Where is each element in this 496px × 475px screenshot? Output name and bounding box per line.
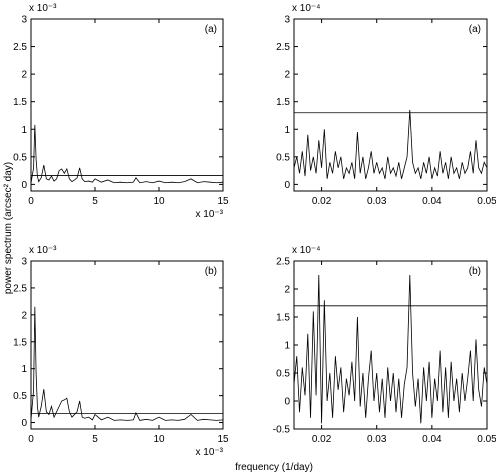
y-tick-label: 1.5: [13, 97, 27, 108]
y-tick-label: 1: [21, 125, 27, 136]
plot-frame: [30, 260, 224, 430]
y-tick-label: 2.5: [13, 42, 27, 53]
x-tick-label: 5: [92, 196, 98, 207]
y-tick-label: 2.5: [13, 283, 27, 294]
x-tick-label: 0.03: [367, 434, 387, 445]
spectrum-line: [294, 109, 487, 179]
y-tick-label: 1.5: [13, 337, 27, 348]
x-tick-label: 0.02: [312, 434, 332, 445]
y-tick-label: 0.5: [13, 391, 27, 402]
plot-frame: [30, 18, 224, 192]
y-tick-label: 1.5: [276, 97, 290, 108]
y-tick-label: 0.5: [13, 152, 27, 163]
panel-2: 0.02 0.03 0.04 0.05 0 0.5 1 1.5 2 2.5 3x 10⁻⁴ (a): [276, 3, 496, 207]
x-tick-label: 0: [28, 196, 34, 207]
y-exponent-label: x 10⁻⁴: [292, 245, 320, 256]
y-tick-label: 1: [284, 125, 290, 136]
y-tick-label: 2: [284, 70, 290, 81]
spectrum-line: [294, 274, 487, 424]
y-tick-label: 3: [284, 15, 290, 26]
panel-label: (a): [205, 24, 217, 35]
y-tick-label: 0: [21, 180, 27, 191]
y-tick-label: 0: [284, 397, 290, 408]
y-tick-label: 2.5: [276, 257, 290, 268]
y-tick-label: 3: [21, 15, 27, 26]
x-tick-label: 0: [28, 434, 34, 445]
y-tick-label: 2.5: [276, 42, 290, 53]
y-tick-label: 2: [21, 310, 27, 321]
y-axis-title: power spectrum (arcsec² day): [3, 162, 14, 294]
y-tick-label: 3: [21, 257, 27, 268]
panel-label: (b): [205, 266, 217, 277]
x-tick-label: 0.05: [477, 196, 496, 207]
spectrum-line: [31, 306, 223, 421]
y-tick-label: 0: [21, 418, 27, 429]
x-tick-label: 10: [153, 434, 165, 445]
x-tick-label: 0.03: [367, 196, 387, 207]
panel-4: 0.02 0.03 0.04 0.05 -0.5 0 0.5 1 1.5 2 2.5x 10⁻⁴ (b…: [273, 245, 496, 445]
y-exponent-label: x 10⁻⁴: [292, 3, 320, 14]
y-tick-label: 1.5: [276, 313, 290, 324]
spectrum-line: [31, 124, 223, 184]
plot-frame: [293, 18, 488, 192]
panel-label: (b): [469, 266, 481, 277]
y-exponent-label: x 10⁻³: [29, 3, 57, 14]
y-tick-label: 2: [21, 70, 27, 81]
x-tick-label: 0.05: [477, 434, 496, 445]
y-tick-label: 0.5: [276, 152, 290, 163]
x-tick-label: 15: [217, 434, 229, 445]
x-tick-label: 0.04: [422, 434, 442, 445]
y-tick-label: 2: [284, 285, 290, 296]
y-tick-label: 1: [21, 364, 27, 375]
x-exponent-label: x 10⁻³: [195, 447, 223, 458]
x-tick-label: 5: [92, 434, 98, 445]
y-tick-label: 1: [284, 341, 290, 352]
x-tick-label: 0.04: [422, 196, 442, 207]
y-tick-label: -0.5: [273, 425, 291, 436]
x-tick-label: 15: [217, 196, 229, 207]
x-exponent-label: x 10⁻³: [195, 209, 223, 220]
x-axis-title: frequency (1/day): [235, 462, 313, 473]
x-tick-label: 0.02: [312, 196, 332, 207]
panel-label: (a): [469, 24, 481, 35]
y-exponent-label: x 10⁻³: [29, 245, 57, 256]
y-tick-label: 0.5: [276, 369, 290, 380]
x-tick-label: 10: [153, 196, 165, 207]
y-tick-label: 0: [284, 180, 290, 191]
